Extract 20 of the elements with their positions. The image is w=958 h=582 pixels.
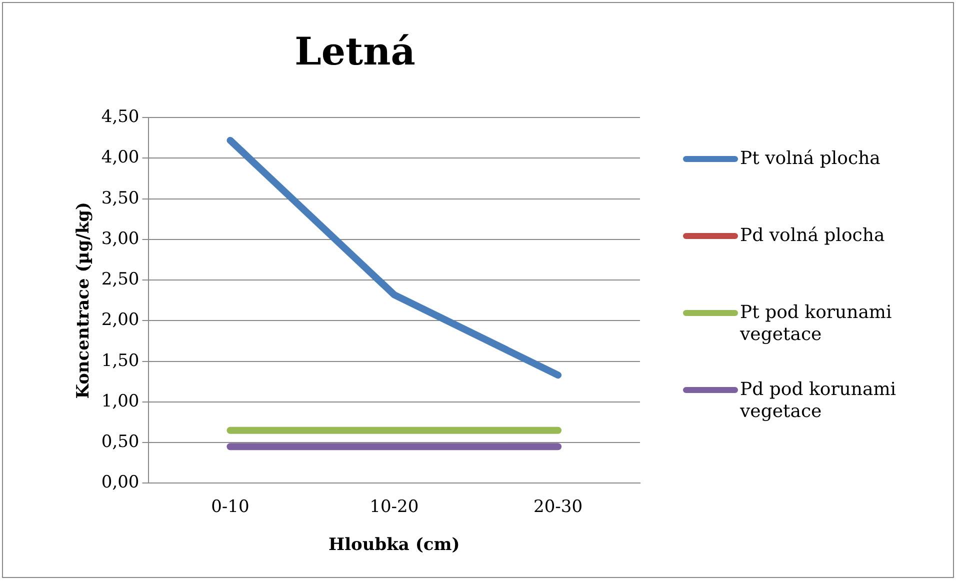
legend-label: Pt volná plocha bbox=[740, 148, 882, 170]
x-tick-label: 0-10 bbox=[211, 496, 250, 517]
y-axis-title: Koncentrace (µg/kg) bbox=[74, 202, 94, 399]
y-tick-label: 1,50 bbox=[101, 350, 140, 371]
y-tick-label: 0,50 bbox=[101, 432, 140, 452]
legend-label: Pt pod korunami vegetace bbox=[740, 302, 893, 346]
x-axis-title: Hloubka (cm) bbox=[328, 535, 460, 556]
y-tick-label: 3,00 bbox=[101, 228, 140, 249]
legend-label: Pd volná plocha bbox=[740, 225, 886, 247]
chart-title: Letná bbox=[294, 28, 416, 74]
y-tick-label: 3,50 bbox=[101, 188, 140, 208]
y-tick-label: 4,00 bbox=[101, 148, 140, 168]
y-tick-label: 0,00 bbox=[101, 472, 140, 493]
y-tick-label: 4,50 bbox=[101, 107, 140, 128]
y-tick-label: 2,50 bbox=[101, 270, 140, 290]
y-tick-label: 2,00 bbox=[101, 310, 140, 330]
x-tick-label: 10-20 bbox=[370, 496, 419, 517]
y-tick-label: 1,00 bbox=[101, 391, 140, 412]
x-tick-label: 20-30 bbox=[534, 496, 583, 517]
legend-label: Pd pod korunami vegetace bbox=[740, 379, 898, 423]
